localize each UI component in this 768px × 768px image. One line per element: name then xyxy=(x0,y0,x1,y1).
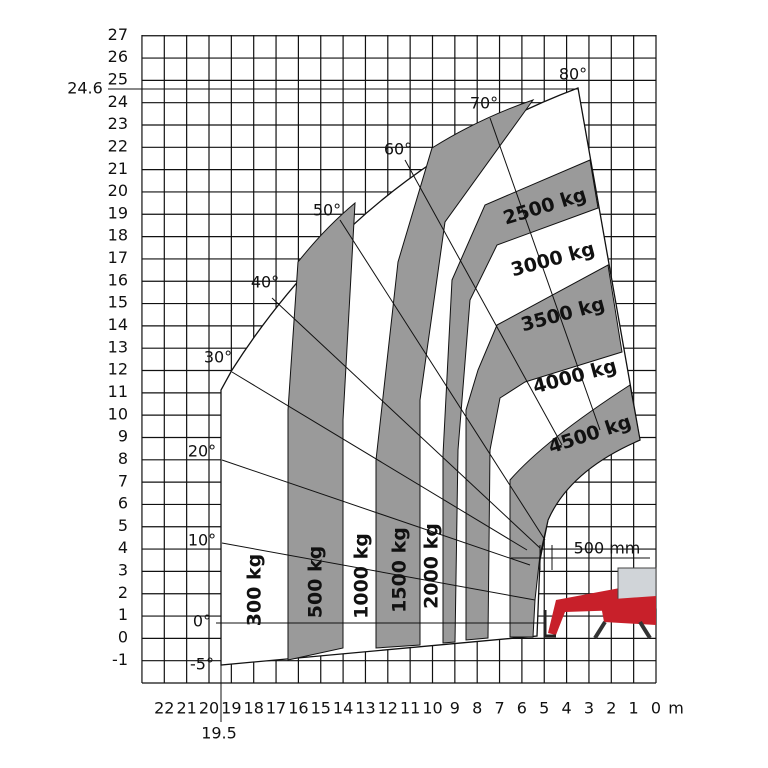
x-tick-label: 16 xyxy=(288,699,308,718)
angle-line xyxy=(231,371,528,551)
load-label: 500 kg xyxy=(305,546,327,619)
x-tick-label: 10 xyxy=(422,699,442,718)
x-tick-label: 21 xyxy=(176,699,196,718)
y-tick-label: 25 xyxy=(108,70,128,89)
x-tick-label: 4 xyxy=(562,699,572,718)
y-tick-label: 8 xyxy=(118,449,128,468)
angle-label: 70° xyxy=(470,94,498,113)
band xyxy=(375,99,535,649)
outrigger xyxy=(593,620,652,640)
y-tick-label: 3 xyxy=(118,561,128,580)
band xyxy=(442,159,599,644)
angle-label: 20° xyxy=(188,442,216,461)
y-tick-label: 14 xyxy=(108,315,128,334)
y-tick-label: 6 xyxy=(118,494,128,513)
y-tick-label: 5 xyxy=(118,516,128,535)
angle-label: -5° xyxy=(190,655,214,674)
x-tick-label: 0 xyxy=(651,699,661,718)
fork xyxy=(543,610,556,638)
angle-label: 0° xyxy=(193,612,211,631)
angle-label: 10° xyxy=(188,531,216,550)
x-tick-label: 9 xyxy=(450,699,460,718)
angle-label: 80° xyxy=(559,65,587,84)
body xyxy=(600,596,656,625)
y-tick-label: 4 xyxy=(118,538,128,557)
dimension-label: 500 mm xyxy=(574,539,641,558)
y-tick-label: 22 xyxy=(108,136,128,155)
load-label: 2000 kg xyxy=(421,523,443,609)
x-tick-label: 2 xyxy=(606,699,616,718)
y-tick-label: 24 xyxy=(108,92,128,111)
x-tick-label: 1 xyxy=(629,699,639,718)
y-tick-label: 15 xyxy=(108,293,128,312)
band xyxy=(465,264,623,641)
angle-label: 50° xyxy=(313,201,341,220)
y-tick-label: 10 xyxy=(108,404,128,423)
angle-line xyxy=(221,542,536,601)
band xyxy=(287,201,356,661)
y-tick-label: 7 xyxy=(118,471,128,490)
angle-lines xyxy=(108,88,650,722)
y-tick-label: 1 xyxy=(118,605,128,624)
load-label: 1000 kg xyxy=(351,533,373,619)
unit-label: m xyxy=(668,699,684,718)
x-tick-label: 18 xyxy=(244,699,264,718)
x-tick-label: 15 xyxy=(311,699,331,718)
x-tick-label: 13 xyxy=(355,699,375,718)
load-label: 1500 kg xyxy=(389,527,411,613)
x-tick-label: 7 xyxy=(494,699,504,718)
x-tick-label: 17 xyxy=(266,699,286,718)
max-reach-label: 19.5 xyxy=(201,724,237,743)
load-bands xyxy=(287,99,641,661)
y-tick-label: 17 xyxy=(108,248,128,267)
y-tick-label: 20 xyxy=(108,181,128,200)
y-tick-label: 23 xyxy=(108,114,128,133)
x-tick-label: 11 xyxy=(400,699,420,718)
machine xyxy=(543,567,657,640)
x-tick-label: 19 xyxy=(221,699,241,718)
y-tick-label: 9 xyxy=(118,427,128,446)
y-tick-label: 26 xyxy=(108,47,128,66)
y-tick-label: 18 xyxy=(108,226,128,245)
y-tick-label: 13 xyxy=(108,337,128,356)
y-tick-label: 16 xyxy=(108,270,128,289)
y-tick-label: 0 xyxy=(118,628,128,647)
angle-line xyxy=(404,159,563,446)
angle-line xyxy=(271,297,541,549)
x-tick-label: 5 xyxy=(539,699,549,718)
x-tick-label: 20 xyxy=(199,699,219,718)
band xyxy=(509,384,641,638)
x-tick-label: 3 xyxy=(584,699,594,718)
x-tick-label: 12 xyxy=(378,699,398,718)
angle-line xyxy=(339,219,546,541)
y-tick-label: 19 xyxy=(108,203,128,222)
y-tick-label: 27 xyxy=(108,25,128,44)
angle-label: 40° xyxy=(251,273,279,292)
x-tick-label: 8 xyxy=(472,699,482,718)
y-tick-label: 21 xyxy=(108,159,128,178)
y-tick-label: -1 xyxy=(112,650,128,669)
angle-line xyxy=(489,117,601,431)
x-tick-label: 14 xyxy=(333,699,353,718)
angle-line xyxy=(221,459,531,566)
load-label: 300 kg xyxy=(244,554,266,627)
x-tick-label: 22 xyxy=(154,699,174,718)
x-tick-label: 6 xyxy=(517,699,527,718)
max-height-label: 24.6 xyxy=(67,79,103,98)
angle-label: 30° xyxy=(204,348,232,367)
angle-label: 60° xyxy=(384,140,412,159)
y-tick-label: 11 xyxy=(108,382,128,401)
y-tick-label: 12 xyxy=(108,360,128,379)
y-tick-label: 2 xyxy=(118,583,128,602)
